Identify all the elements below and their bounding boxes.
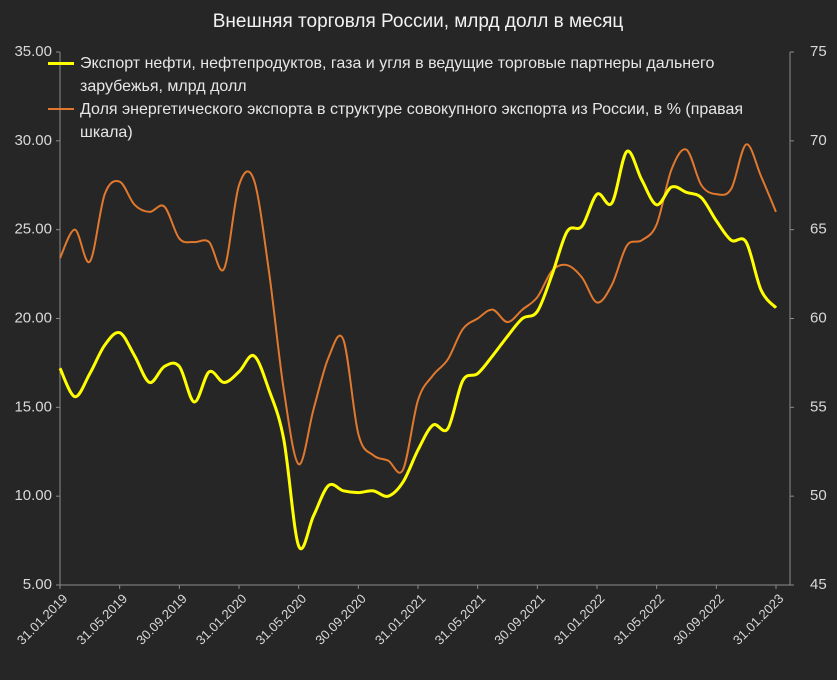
x-tick-label: 30.09.2019 bbox=[133, 591, 190, 648]
y-tick-label: 20.00 bbox=[14, 309, 52, 326]
y-tick-label: 10.00 bbox=[14, 487, 52, 504]
y2-tick-label: 60 bbox=[810, 309, 827, 326]
legend: Экспорт нефти, нефтепродуктов, газа и уг… bbox=[48, 52, 768, 144]
series-line bbox=[59, 143, 777, 474]
x-tick-label: 31.05.2021 bbox=[432, 591, 489, 648]
x-tick-label: 31.01.2020 bbox=[193, 591, 250, 648]
x-tick-label: 31.05.2022 bbox=[611, 591, 668, 648]
legend-entry: Доля энергетического экспорта в структур… bbox=[48, 98, 768, 144]
chart-title: Внешняя торговля России, млрд долл в мес… bbox=[213, 11, 624, 32]
x-tick-label: 30.09.2020 bbox=[312, 591, 369, 648]
x-tick-label: 31.01.2022 bbox=[551, 591, 608, 648]
x-tick-label: 30.09.2021 bbox=[491, 591, 548, 648]
y2-tick-label: 55 bbox=[810, 398, 827, 415]
x-tick-label: 31.01.2019 bbox=[14, 591, 71, 648]
legend-label: Экспорт нефти, нефтепродуктов, газа и уг… bbox=[80, 55, 715, 95]
legend-swatch bbox=[48, 62, 74, 65]
series-line bbox=[58, 149, 778, 551]
x-tick-label: 31.05.2019 bbox=[74, 591, 131, 648]
x-tick-label: 31.01.2023 bbox=[730, 591, 787, 648]
y2-tick-label: 75 bbox=[810, 43, 827, 60]
y-tick-label: 35.00 bbox=[14, 43, 52, 60]
legend-label: Доля энергетического экспорта в структур… bbox=[80, 101, 744, 141]
y-tick-label: 5.00 bbox=[23, 576, 52, 593]
legend-entry: Экспорт нефти, нефтепродуктов, газа и уг… bbox=[48, 52, 768, 98]
y-tick-label: 25.00 bbox=[14, 221, 52, 238]
legend-swatch bbox=[48, 108, 74, 110]
x-tick-label: 31.05.2020 bbox=[253, 591, 310, 648]
x-tick-label: 31.01.2021 bbox=[372, 591, 429, 648]
y2-tick-label: 70 bbox=[810, 132, 827, 149]
x-tick-label: 30.09.2022 bbox=[670, 591, 727, 648]
y-tick-label: 15.00 bbox=[14, 398, 52, 415]
y-tick-label: 30.00 bbox=[14, 132, 52, 149]
y2-tick-label: 50 bbox=[810, 487, 827, 504]
y2-tick-label: 45 bbox=[810, 576, 827, 593]
y2-tick-label: 65 bbox=[810, 221, 827, 238]
